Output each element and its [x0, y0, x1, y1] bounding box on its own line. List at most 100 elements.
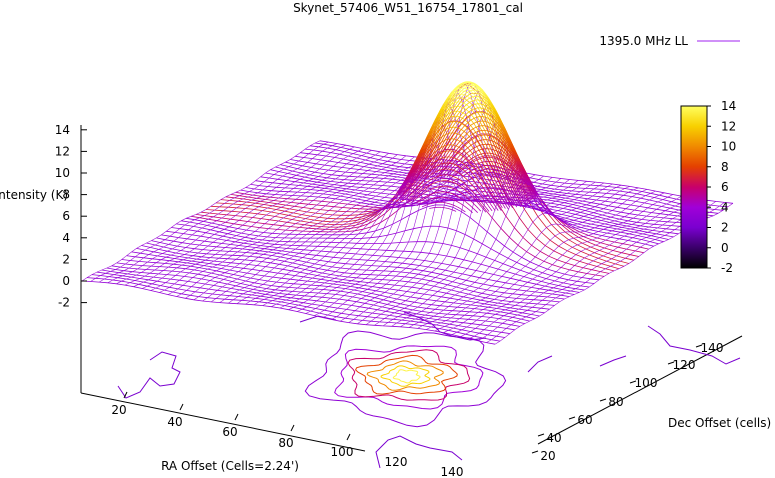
peak-mesh-segment — [435, 171, 438, 175]
peak-mesh-segment — [488, 107, 491, 111]
mesh-line — [133, 150, 372, 287]
peak-mesh-segment — [468, 186, 471, 190]
peak-mesh-segment — [439, 149, 443, 154]
peak-mesh-segment — [462, 175, 466, 179]
peak-mesh-segment — [496, 165, 499, 168]
peak-mesh-segment — [456, 206, 460, 209]
peak-mesh-segment — [447, 109, 451, 114]
peak-mesh-segment — [413, 168, 417, 173]
peak-mesh-segment — [430, 161, 433, 166]
peak-mesh-segment — [469, 144, 472, 147]
peak-mesh-segment — [451, 106, 454, 109]
peak-mesh-segment — [460, 147, 463, 151]
peak-mesh-segment — [425, 160, 428, 165]
peak-mesh-segment — [476, 170, 479, 173]
peak-mesh-segment — [429, 146, 433, 151]
legend-label: 1395.0 MHz LL — [599, 34, 688, 48]
peak-mesh-segment — [432, 165, 435, 169]
peak-mesh-segment — [463, 107, 467, 110]
peak-mesh-segment — [450, 162, 454, 166]
peak-mesh-segment — [498, 124, 502, 128]
peak-mesh-segment — [493, 107, 496, 112]
peak-mesh-segment — [490, 123, 493, 126]
peak-mesh-segment — [412, 168, 416, 173]
peak-mesh-segment — [436, 166, 440, 170]
peak-mesh-segment — [486, 187, 490, 192]
peak-mesh-segment — [513, 180, 516, 186]
peak-mesh-segment — [530, 190, 534, 196]
peak-mesh-segment — [503, 129, 507, 134]
peak-mesh-segment — [466, 121, 469, 125]
peak-mesh-segment — [470, 108, 474, 112]
peak-mesh-segment — [507, 137, 511, 142]
peak-mesh-segment — [520, 185, 524, 191]
peak-mesh-segment — [444, 144, 447, 147]
peak-mesh-segment — [503, 163, 507, 169]
peak-mesh-segment — [456, 164, 460, 167]
peak-mesh-segment — [531, 191, 535, 196]
peak-mesh-segment — [514, 176, 518, 180]
peak-mesh-segment — [418, 166, 422, 171]
peak-mesh-segment — [456, 90, 459, 94]
peak-mesh-segment — [484, 184, 488, 189]
peak-mesh-segment — [522, 173, 526, 178]
peak-mesh-segment — [413, 181, 416, 185]
peak-mesh-segment — [464, 113, 467, 117]
peak-mesh-segment — [529, 182, 532, 187]
peak-mesh-segment — [418, 194, 422, 198]
peak-mesh-segment — [429, 198, 432, 200]
peak-mesh-segment — [506, 170, 509, 173]
peak-mesh-segment — [497, 191, 501, 196]
peak-mesh-segment — [410, 179, 414, 184]
peak-mesh-segment — [521, 177, 525, 181]
peak-mesh-segment — [450, 100, 454, 105]
peak-mesh-segment — [454, 205, 458, 208]
peak-mesh-segment — [523, 188, 527, 194]
peak-mesh-segment — [462, 188, 466, 191]
peak-mesh-segment — [410, 175, 414, 180]
peak-mesh-segment — [424, 165, 427, 170]
peak-mesh-segment — [470, 118, 474, 121]
peak-mesh-segment — [406, 184, 410, 188]
peak-mesh-segment — [405, 177, 409, 182]
peak-mesh-segment — [419, 172, 423, 176]
peak-mesh-segment — [458, 185, 462, 188]
peak-mesh-segment — [465, 189, 468, 193]
peak-mesh-segment — [404, 183, 408, 187]
mesh-line — [460, 198, 699, 337]
mesh-line — [111, 265, 525, 324]
peak-mesh-segment — [481, 104, 484, 109]
peak-mesh-segment — [460, 101, 464, 104]
peak-mesh-segment — [439, 125, 443, 130]
peak-mesh-segment — [444, 127, 448, 132]
peak-mesh-segment — [517, 164, 521, 168]
peak-mesh-segment — [452, 204, 456, 207]
peak-mesh-segment — [447, 94, 451, 99]
peak-mesh-segment — [409, 175, 413, 180]
peak-mesh-segment — [514, 157, 518, 162]
peak-mesh-segment — [466, 102, 470, 105]
peak-mesh-segment — [438, 163, 442, 167]
peak-mesh-segment — [466, 131, 469, 135]
peak-mesh-segment — [489, 112, 493, 118]
peak-mesh-segment — [443, 101, 447, 106]
peak-mesh-segment — [429, 140, 433, 145]
peak-mesh-segment — [427, 139, 431, 144]
peak-mesh-segment — [477, 120, 481, 123]
peak-mesh-segment — [453, 199, 457, 202]
mesh-line — [150, 153, 389, 291]
peak-mesh-segment — [514, 166, 518, 170]
peak-mesh-segment — [527, 186, 531, 192]
peak-mesh-segment — [467, 97, 471, 100]
peak-mesh-segment — [432, 182, 435, 185]
peak-mesh-segment — [470, 157, 473, 160]
peak-mesh-segment — [489, 135, 492, 137]
peak-mesh-segment — [417, 175, 421, 180]
dec-tick-label: 120 — [673, 358, 696, 372]
peak-mesh-segment — [443, 129, 446, 132]
peak-mesh-segment — [433, 152, 437, 157]
peak-mesh-segment — [478, 208, 482, 212]
peak-mesh-segment — [507, 144, 511, 149]
peak-mesh-segment — [454, 99, 457, 104]
peak-mesh-segment — [433, 159, 437, 164]
